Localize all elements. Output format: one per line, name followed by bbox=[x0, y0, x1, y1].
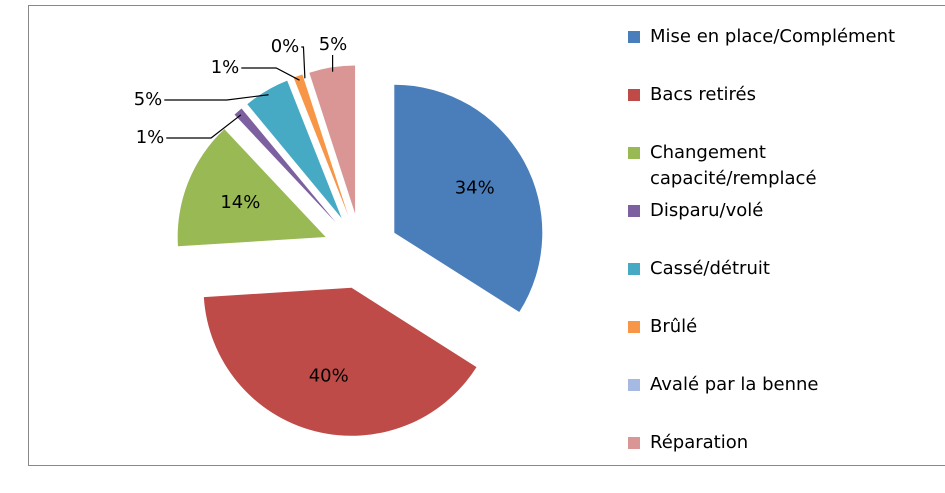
data-label: 40% bbox=[309, 366, 349, 387]
data-label: 34% bbox=[455, 177, 495, 198]
legend-swatch bbox=[628, 437, 640, 449]
legend-label: Avalé par la benne bbox=[650, 374, 818, 395]
legend-swatch bbox=[628, 321, 640, 333]
leader-line bbox=[241, 67, 300, 81]
data-label: 5% bbox=[134, 89, 163, 110]
legend-swatch bbox=[628, 379, 640, 391]
pie-slice bbox=[203, 287, 477, 436]
legend-swatch bbox=[628, 205, 640, 217]
legend-swatch bbox=[628, 89, 640, 101]
leader-line bbox=[301, 46, 306, 79]
leader-line bbox=[164, 94, 269, 101]
data-label: 14% bbox=[220, 192, 260, 213]
pie-slice bbox=[293, 74, 349, 216]
data-label: 1% bbox=[211, 57, 240, 78]
data-label: 5% bbox=[319, 34, 348, 55]
legend-label: Mise en place/Complément bbox=[650, 26, 895, 47]
legend-label: Réparation bbox=[650, 432, 748, 453]
legend-label: Disparu/volé bbox=[650, 200, 763, 221]
pie-slice bbox=[247, 80, 342, 219]
pie-slice bbox=[177, 129, 326, 247]
pie-slice bbox=[234, 108, 336, 223]
legend-swatch bbox=[628, 31, 640, 43]
legend-label: Brûlé bbox=[650, 316, 697, 337]
legend-label: Cassé/détruit bbox=[650, 258, 770, 279]
data-label: 0% bbox=[271, 36, 300, 57]
legend-label: Changement capacité/remplacé bbox=[650, 142, 817, 189]
legend-swatch bbox=[628, 147, 640, 159]
legend-swatch bbox=[628, 263, 640, 275]
legend-label: Bacs retirés bbox=[650, 84, 756, 105]
pie-slice bbox=[394, 84, 543, 312]
data-label: 1% bbox=[136, 127, 165, 148]
leader-line bbox=[166, 114, 242, 139]
pie-slice bbox=[309, 65, 356, 214]
